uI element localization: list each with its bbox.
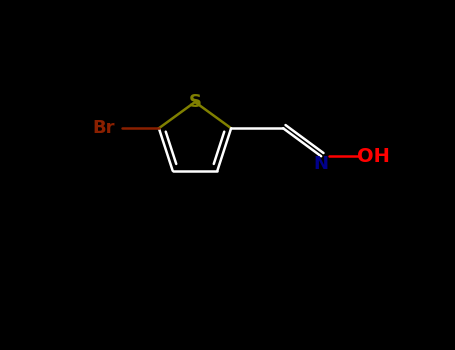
- Text: S: S: [188, 93, 202, 111]
- Text: Br: Br: [93, 119, 115, 137]
- Text: N: N: [313, 155, 329, 173]
- Text: OH: OH: [357, 147, 389, 166]
